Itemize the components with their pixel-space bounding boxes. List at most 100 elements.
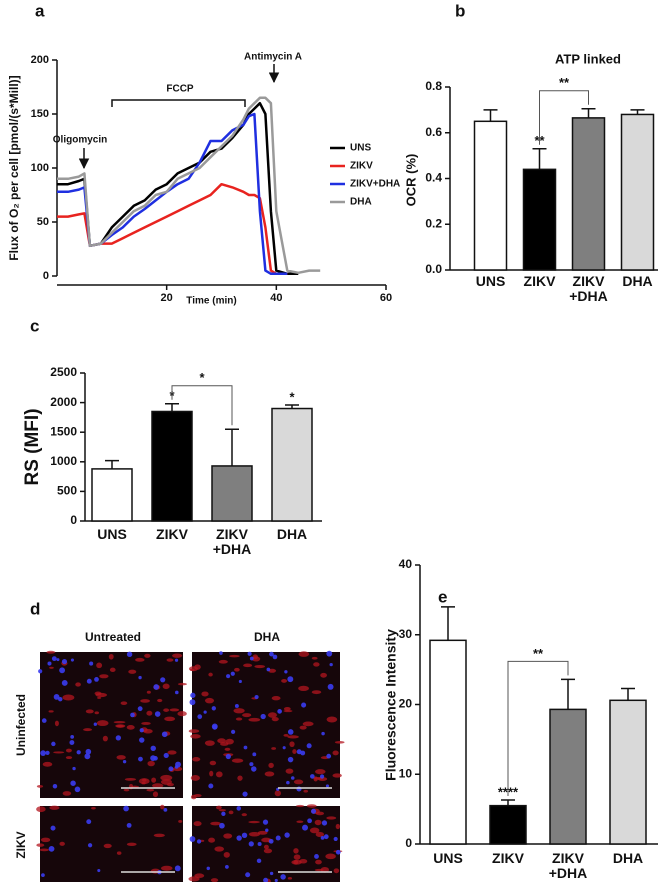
cell-stain: [147, 760, 155, 767]
annotation-bracket: [111, 99, 246, 107]
nucleus: [245, 872, 251, 878]
nucleus: [238, 679, 242, 684]
nucleus: [321, 820, 328, 826]
cell-stain: [42, 761, 53, 767]
cell-stain: [209, 760, 217, 766]
y-axis-title: RS (MFI): [22, 408, 43, 485]
cell-stain: [293, 848, 299, 854]
nucleus: [287, 676, 294, 683]
panel-label: a: [35, 1, 45, 20]
nucleus: [153, 684, 160, 690]
y-tick-label: 0.8: [425, 79, 442, 93]
cell-stain: [48, 710, 54, 713]
nucleus: [41, 873, 45, 877]
cell-stain: [293, 779, 304, 785]
cell-stain: [264, 771, 275, 777]
cell-stain: [115, 724, 126, 728]
cell-stain: [283, 709, 293, 713]
cell-stain: [152, 791, 159, 798]
y-tick-label: 50: [37, 216, 49, 228]
cell-stain: [53, 751, 65, 754]
error-bar: [165, 403, 179, 412]
x-tick-label: ZIKV: [523, 273, 556, 289]
significance-bracket: [539, 90, 589, 145]
cell-stain: [263, 844, 269, 850]
nucleus: [319, 774, 325, 779]
nucleus: [51, 656, 57, 662]
cell-stain: [204, 697, 215, 704]
nucleus: [93, 722, 98, 726]
bar: [571, 117, 606, 271]
cell-stain: [325, 853, 336, 860]
cell-stain: [215, 771, 223, 778]
cell-stain: [102, 735, 108, 742]
nucleus: [219, 822, 225, 829]
nucleus: [126, 822, 132, 828]
nucleus: [86, 678, 92, 684]
nucleus: [260, 713, 266, 720]
nucleus: [290, 776, 295, 780]
nucleus: [138, 675, 142, 680]
y-tick-label: 0.6: [425, 125, 442, 139]
y-tick-label: 100: [31, 162, 49, 174]
cell-stain: [103, 843, 112, 849]
cell-stain: [99, 674, 109, 679]
y-tick-label: 20: [399, 697, 413, 711]
cell-stain: [248, 820, 260, 824]
cell-stain: [126, 724, 135, 730]
nucleus: [236, 806, 242, 811]
cell-stain: [128, 669, 137, 674]
cell-stain: [332, 750, 339, 756]
nucleus: [189, 699, 196, 706]
cell-stain: [237, 775, 243, 781]
nucleus: [307, 818, 312, 824]
cell-stain: [332, 773, 342, 778]
cell-stain: [285, 768, 294, 774]
error-bar: [441, 606, 455, 641]
cell-stain: [208, 672, 213, 677]
error-bar: [581, 107, 596, 118]
cell-stain: [271, 696, 281, 701]
cell-stain: [75, 682, 81, 687]
nucleus: [243, 745, 248, 750]
cell-stain: [306, 804, 317, 808]
nucleus: [335, 849, 341, 855]
y-tick-label: 10: [399, 766, 413, 780]
nucleus: [89, 661, 94, 666]
nucleus: [323, 834, 329, 840]
legend-label: UNS: [350, 143, 371, 154]
cell-stain: [218, 659, 228, 664]
cell-stain: [234, 667, 240, 672]
nucleus: [234, 703, 239, 708]
nucleus: [45, 750, 50, 755]
nucleus: [249, 656, 254, 661]
nucleus: [284, 832, 290, 838]
cell-stain: [217, 738, 226, 744]
cell-stain: [295, 804, 305, 808]
cell-stain: [210, 878, 219, 882]
nucleus: [280, 874, 286, 880]
y-tick-label: 40: [399, 557, 413, 571]
nucleus: [211, 706, 216, 711]
cell-stain: [248, 832, 261, 837]
cell-stain: [160, 774, 173, 781]
nucleus: [174, 865, 181, 872]
y-tick-label: 1000: [50, 454, 77, 468]
cell-stain: [116, 851, 122, 855]
cell-stain: [126, 842, 137, 846]
nucleus: [86, 819, 92, 825]
cell-stain: [188, 729, 200, 733]
nucleus: [251, 766, 257, 772]
cell-stain: [333, 868, 340, 874]
nucleus: [287, 729, 294, 735]
cell-stain: [143, 728, 153, 734]
cell-stain: [65, 756, 73, 760]
cell-stain: [36, 806, 46, 813]
nucleus: [310, 774, 315, 779]
cell-stain: [91, 807, 96, 810]
cell-stain: [214, 846, 224, 852]
nucleus: [321, 731, 325, 736]
nucleus: [302, 824, 308, 831]
cell-stain: [216, 805, 222, 810]
